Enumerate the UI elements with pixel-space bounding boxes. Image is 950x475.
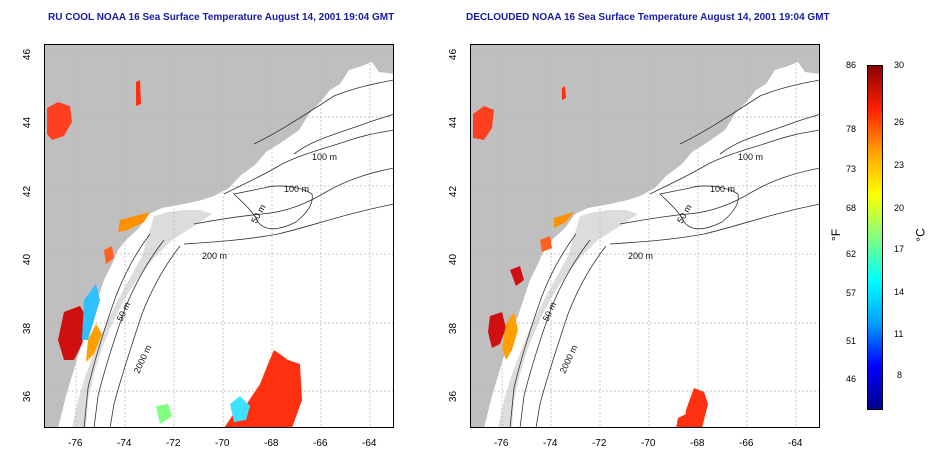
lat-tick-label: 38: [22, 322, 34, 335]
contour-label: 100 m: [312, 152, 337, 162]
contour-label: 100 m: [284, 184, 309, 194]
celsius-tick-label: 14: [894, 287, 905, 297]
lat-tick-label: 42: [448, 185, 460, 198]
fahrenheit-tick-label: 73: [846, 164, 857, 174]
map-frame: [470, 44, 820, 428]
map-frame: [44, 44, 394, 428]
fahrenheit-tick-label: 68: [846, 203, 857, 213]
lon-tick-label: -74: [117, 438, 132, 449]
fahrenheit-tick-label: 51: [846, 336, 857, 346]
celsius-tick-label: 26: [894, 117, 905, 127]
lat-tick-label: 44: [22, 116, 34, 129]
lon-tick-label: -66: [313, 438, 328, 449]
lon-tick-label: -74: [543, 438, 558, 449]
celsius-tick-label: 8: [897, 370, 903, 380]
contour-label: 200 m: [202, 251, 227, 261]
map-title-right: DECLOUDED NOAA 16 Sea Surface Temperatur…: [466, 12, 830, 23]
bathymetry-contours: [509, 79, 820, 428]
fahrenheit-tick-label: 46: [846, 374, 857, 384]
lat-tick-label: 36: [22, 390, 34, 403]
lat-tick-label: 40: [22, 253, 34, 266]
celsius-tick-label: 30: [894, 60, 905, 70]
celsius-tick-label: 20: [894, 203, 905, 213]
lon-tick-label: -76: [494, 438, 509, 449]
lon-tick-label: -68: [264, 438, 279, 449]
fahrenheit-tick-label: 57: [846, 288, 857, 298]
lat-tick-label: 46: [22, 48, 34, 61]
sst-patches: [47, 80, 302, 428]
lon-tick-label: -76: [68, 438, 83, 449]
land-mass: [44, 44, 394, 428]
lat-tick-label: 46: [448, 48, 460, 61]
bathymetry-contours: [83, 79, 394, 428]
lat-tick-label: 42: [22, 185, 34, 198]
celsius-tick-label: 11: [894, 329, 904, 339]
fahrenheit-tick-label: 78: [846, 124, 857, 134]
lon-tick-label: -72: [166, 438, 181, 449]
lon-tick-label: -68: [690, 438, 705, 449]
map-title-left: RU COOL NOAA 16 Sea Surface Temperature …: [48, 12, 395, 23]
sst-map-declouded: 100 m 100 m 50 m 200 m 50 m 2000 m: [470, 44, 820, 428]
celsius-tick-label: 23: [894, 160, 905, 170]
lon-tick-label: -64: [362, 438, 377, 449]
contour-label: 100 m: [710, 184, 735, 194]
fahrenheit-tick-label: 86: [846, 60, 857, 70]
colorbar-gradient: [867, 65, 883, 410]
lon-tick-label: -64: [788, 438, 803, 449]
celsius-axis-label: °C: [913, 228, 928, 242]
lon-tick-label: -70: [215, 438, 230, 449]
sst-map-ru-cool: 100 m 100 m 50 m 200 m 50 m 2000 m: [44, 44, 394, 428]
contour-label: 200 m: [628, 251, 653, 261]
fahrenheit-axis-label: °F: [829, 228, 844, 242]
contour-label: 100 m: [738, 152, 763, 162]
lon-tick-label: -70: [641, 438, 656, 449]
land-mass: [470, 44, 820, 428]
fahrenheit-tick-label: 62: [846, 249, 857, 259]
celsius-tick-label: 17: [894, 244, 905, 254]
graticule: [470, 44, 820, 428]
lon-tick-label: -66: [739, 438, 754, 449]
lat-tick-label: 40: [448, 253, 460, 266]
lat-tick-label: 38: [448, 322, 460, 335]
lat-tick-label: 44: [448, 116, 460, 129]
sst-patches: [473, 86, 708, 428]
lon-tick-label: -72: [592, 438, 607, 449]
lat-tick-label: 36: [448, 390, 460, 403]
